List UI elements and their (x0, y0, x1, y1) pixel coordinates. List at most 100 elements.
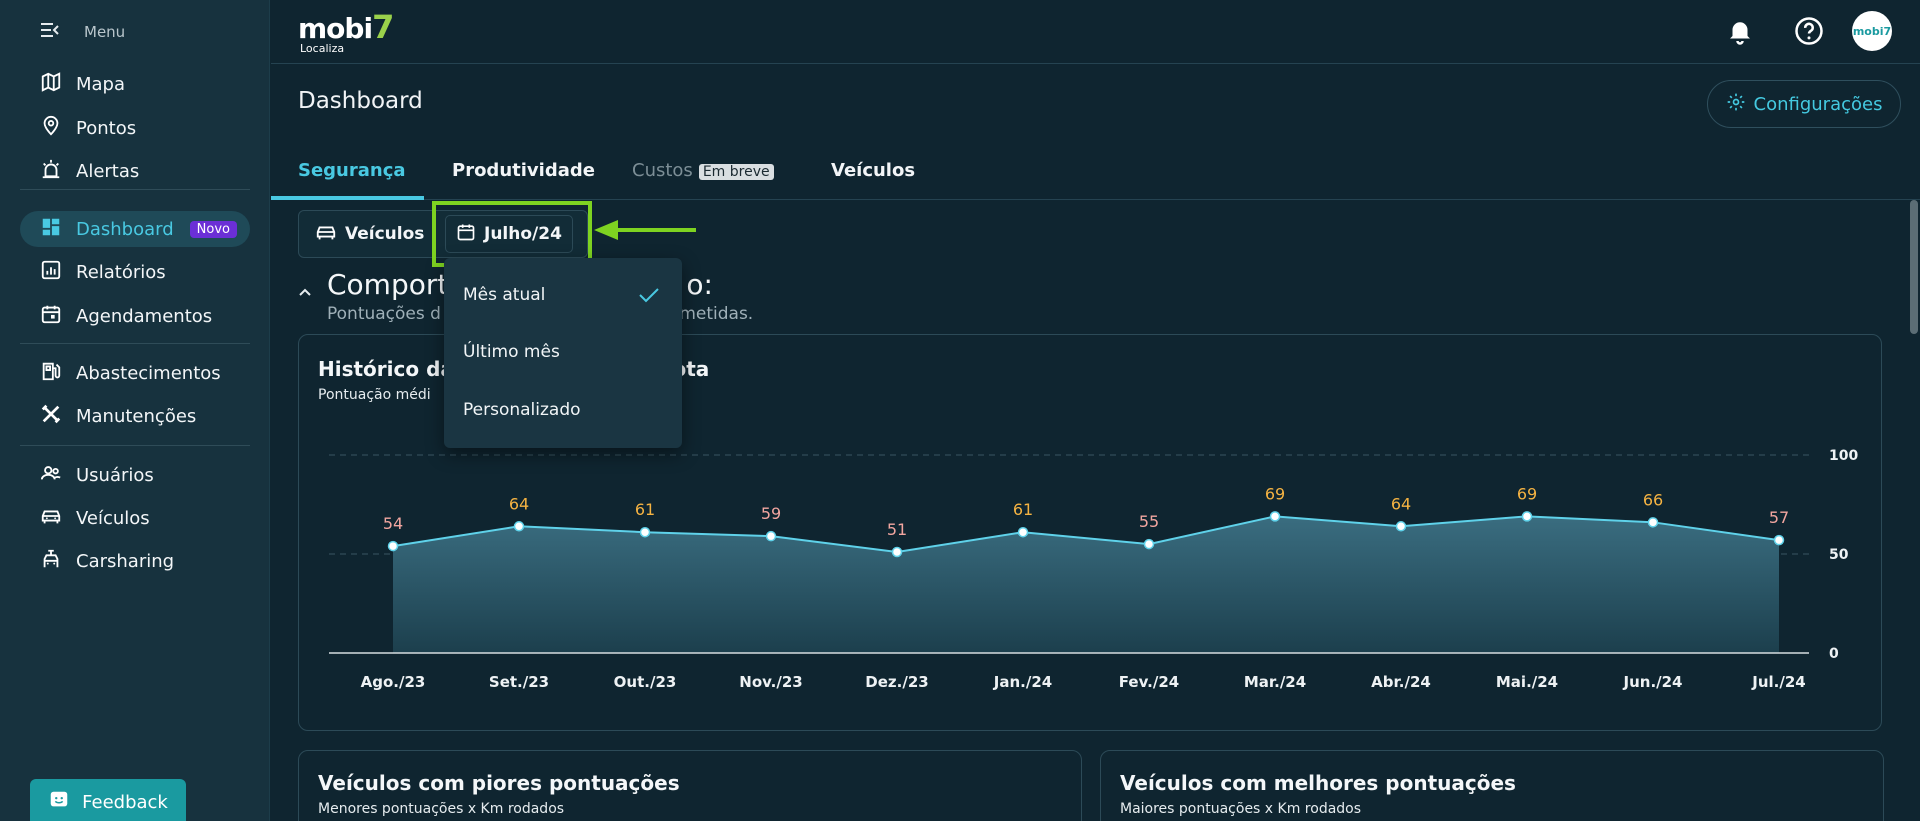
sidebar-item-manutencoes[interactable]: Manutenções (20, 398, 250, 434)
history-chart-card: Histórico dafrota Pontuação médi 54Ago./… (298, 334, 1882, 731)
data-label: 69 (1265, 484, 1285, 503)
page-title: Dashboard (298, 88, 423, 114)
feedback-button[interactable]: Feedback (30, 779, 186, 821)
tab-produtividade[interactable]: Produtividade (452, 160, 595, 181)
section-title-tail: o: (686, 268, 713, 301)
series-area (393, 516, 1779, 653)
menu-collapse-icon (40, 22, 60, 42)
section-subtitle-head: Pontuações d (327, 304, 441, 324)
worst-vehicles-card: Veículos com piores pontuações Menores p… (298, 750, 1082, 821)
car-icon (40, 505, 62, 532)
data-point (1773, 534, 1785, 546)
data-point (387, 540, 399, 552)
sidebar-item-label: Manutenções (76, 405, 197, 427)
section-subtitle-tail: ometidas. (668, 304, 754, 324)
period-filter-label: Julho/24 (484, 224, 562, 244)
dropdown-option-custom[interactable]: Personalizado (463, 400, 581, 420)
x-tick-label: Set./23 (489, 673, 549, 691)
tab-veiculos[interactable]: Veículos (831, 160, 916, 181)
x-tick-label: Mar./24 (1244, 673, 1306, 691)
dropdown-option-current-month[interactable]: Mês atual (463, 285, 546, 305)
sidebar-item-label: Usuários (76, 464, 154, 486)
sidebar-item-relatorios[interactable]: Relatórios (20, 254, 250, 290)
sidebar-item-usuarios[interactable]: Usuários (20, 457, 250, 493)
help-icon[interactable] (1794, 16, 1824, 46)
series-line (392, 515, 1780, 554)
mobi7-logo[interactable]: mobi7 Localiza (298, 8, 394, 55)
section-title: Comport o: (327, 268, 713, 301)
section-subtitle: Pontuações d ometidas. (327, 304, 753, 324)
fuel-icon (40, 360, 62, 387)
period-filter-button[interactable]: Julho/24 (445, 215, 573, 253)
dropdown-option-last-month[interactable]: Último mês (463, 342, 560, 362)
data-label: 57 (1769, 508, 1789, 527)
y-tick-label: 50 (1829, 547, 1849, 563)
data-label: 61 (1013, 500, 1033, 519)
sidebar-item-mapa[interactable]: Mapa (20, 66, 250, 102)
chart-subtitle: Pontuação médi (318, 387, 431, 403)
logo-sub: Localiza (300, 42, 345, 55)
active-tab-indicator (271, 196, 424, 200)
x-tick-label: Mai./24 (1496, 673, 1558, 691)
x-tick-label: Jan./24 (993, 673, 1052, 691)
sidebar-item-label: Alertas (76, 160, 140, 182)
avatar[interactable]: mobi7 (1852, 11, 1892, 51)
dashboard-icon (40, 216, 62, 243)
chart-title-head: Histórico da (318, 357, 454, 381)
worst-vehicles-title: Veículos com piores pontuações (318, 771, 680, 795)
x-tick-label: Ago./23 (361, 673, 426, 691)
tab-custos: Custos Em breve (632, 160, 774, 181)
sidebar-item-dashboard[interactable]: Dashboard Novo (20, 211, 250, 247)
data-point (1269, 511, 1281, 522)
vehicles-filter-button[interactable]: Veículos (305, 215, 434, 253)
sidebar-item-label: Mapa (76, 73, 126, 95)
divider (20, 343, 250, 344)
filter-bar: Veículos Julho/24 (298, 210, 588, 258)
sidebar-item-pontos[interactable]: Pontos (20, 110, 250, 146)
sidebar-item-alertas[interactable]: Alertas (20, 153, 250, 189)
sidebar-item-label: Relatórios (76, 261, 166, 283)
data-label: 51 (887, 520, 907, 539)
x-tick-label: Fev./24 (1119, 673, 1179, 691)
sidebar-item-veiculos[interactable]: Veículos (20, 500, 250, 536)
tab-seguranca[interactable]: Segurança (298, 160, 406, 181)
data-label: 59 (761, 504, 781, 523)
best-vehicles-card: Veículos com melhores pontuações Maiores… (1100, 750, 1884, 821)
chevron-up-icon[interactable] (298, 282, 312, 301)
sidebar-item-agendamentos[interactable]: Agendamentos (20, 298, 250, 334)
data-point (639, 526, 651, 538)
menu-toggle[interactable]: Menu (40, 20, 125, 44)
users-icon (40, 462, 62, 489)
configuracoes-label: Configurações (1753, 93, 1883, 115)
x-tick-label: Jun./24 (1623, 673, 1683, 691)
tools-icon (40, 403, 62, 430)
bell-icon[interactable] (1725, 16, 1755, 46)
x-tick-label: Out./23 (614, 673, 677, 691)
sidebar-item-carsharing[interactable]: Carsharing (20, 543, 250, 579)
data-point (1395, 521, 1407, 532)
score-history-chart: 54 Ago./23 64 Set./23 61 Out./23 59 Nov./23 51 De… (329, 448, 1858, 691)
vehicles-filter-label: Veículos (345, 224, 425, 244)
carsharing-icon (40, 548, 62, 575)
data-point (765, 530, 777, 542)
logo-text: mobi (298, 12, 373, 45)
scrollbar[interactable] (1910, 200, 1918, 334)
data-label: 69 (1517, 484, 1537, 503)
configuracoes-button[interactable]: Configurações (1707, 80, 1901, 128)
sidebar-item-abastecimentos[interactable]: Abastecimentos (20, 355, 250, 391)
pin-icon (40, 115, 62, 142)
x-tick-label: Dez./23 (865, 673, 928, 691)
smile-icon (48, 789, 70, 816)
sidebar: Menu Mapa Pontos Alertas Dashboard Novo … (0, 0, 270, 821)
best-vehicles-title: Veículos com melhores pontuações (1120, 771, 1516, 795)
divider (20, 445, 250, 446)
section-title-head: Comport (327, 268, 449, 301)
worst-vehicles-subtitle: Menores pontuações x Km rodados (318, 801, 565, 817)
tab-custos-label: Custos (632, 160, 693, 181)
car-icon (315, 221, 337, 248)
dashboard-tabs: Segurança Produtividade Custos Em breve V… (271, 150, 1920, 200)
data-label: 55 (1139, 512, 1159, 531)
top-header: mobi7 Localiza mobi7 (271, 0, 1920, 64)
data-label: 64 (509, 494, 529, 513)
data-label: 66 (1643, 490, 1663, 509)
